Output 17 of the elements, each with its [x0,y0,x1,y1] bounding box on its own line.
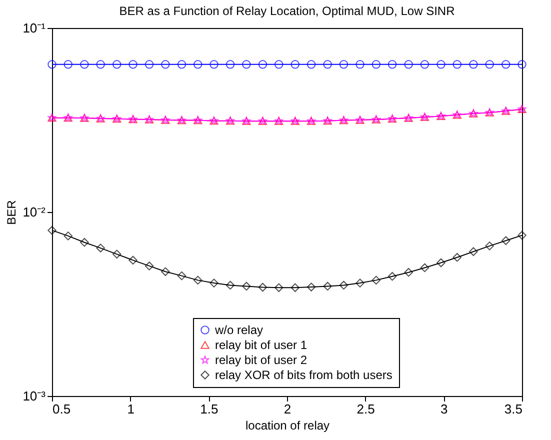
x-tick-label: 3 [440,402,448,416]
x-tick-label: 1 [127,402,134,416]
legend-label: relay bit of user 2 [215,353,308,367]
y-tick-label: 10⁻¹ [22,20,46,36]
x-tick-label: 3.5 [504,402,522,416]
y-axis-title: BER [4,200,19,225]
y-tick-label: 10⁻³ [22,388,46,404]
x-tick-label: 2.5 [356,402,375,416]
x-tick-label: 2 [284,402,292,416]
legend-label: relay XOR of bits from both users [215,368,392,382]
legend-label: relay bit of user 1 [215,338,308,352]
x-tick-label: 0.5 [52,402,71,416]
x-axis-title: location of relay [245,418,330,432]
x-tick-label: 1.5 [200,402,218,416]
y-tick-label: 10⁻² [22,204,46,220]
legend-label: w/o relay [214,323,264,337]
chart-title: BER as a Function of Relay Location, Optimal MUD, Low SINR [119,4,456,18]
